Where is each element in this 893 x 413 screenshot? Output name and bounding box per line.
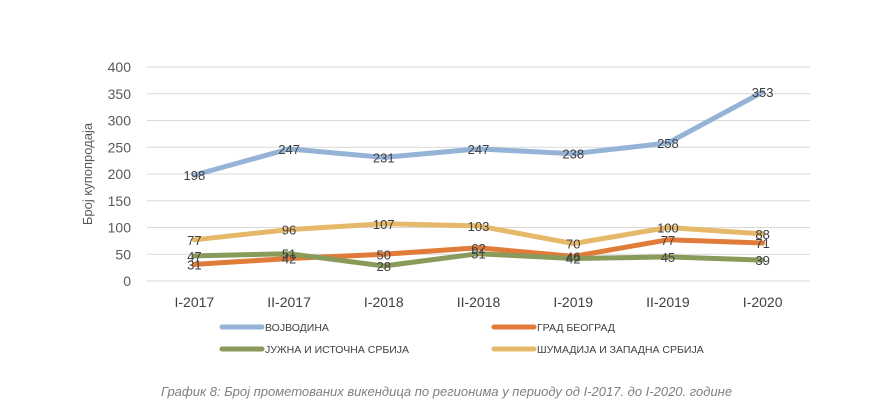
x-tick-label: II-2019 — [646, 294, 690, 310]
figure-caption: График 8: Број прометованих викендица по… — [160, 384, 733, 399]
data-label: 39 — [755, 253, 769, 268]
y-tick-label: 400 — [108, 59, 132, 75]
series-line — [191, 237, 766, 267]
data-label: 71 — [755, 236, 769, 251]
data-label: 353 — [752, 85, 774, 100]
data-label: 198 — [184, 168, 206, 183]
data-label: 45 — [661, 250, 675, 265]
data-label: 231 — [373, 150, 395, 165]
data-label: 70 — [566, 237, 580, 252]
y-tick-label: 200 — [108, 166, 132, 182]
series-group — [191, 89, 766, 269]
series-line — [191, 251, 766, 269]
data-label: 77 — [661, 233, 675, 248]
data-label: 51 — [282, 247, 296, 262]
data-label: 107 — [373, 217, 395, 232]
x-tick-label: II-2018 — [457, 294, 501, 310]
series-line — [191, 221, 766, 247]
data-label: 28 — [377, 259, 391, 274]
x-tick-label: I-2017 — [175, 294, 215, 310]
y-tick-label: 100 — [108, 220, 132, 236]
data-label: 247 — [278, 142, 300, 157]
data-label: 31 — [187, 257, 201, 272]
x-tick-label: I-2019 — [553, 294, 593, 310]
y-tick-label: 50 — [115, 246, 131, 262]
data-label: 42 — [566, 252, 580, 267]
data-label: 42 — [282, 252, 296, 267]
data-label: 77 — [187, 233, 201, 248]
y-tick-label: 150 — [108, 193, 132, 209]
y-axis-ticks: 0 50 100 150 200 250 300 350 400 — [108, 59, 132, 289]
y-tick-label: 0 — [123, 273, 131, 289]
data-label: 238 — [562, 147, 584, 162]
data-label: 62 — [471, 241, 485, 256]
legend-label: ЈУЖНА И ИСТОЧНА СРБИЈА — [265, 344, 409, 356]
series-line — [191, 89, 766, 178]
x-tick-label: I-2020 — [743, 294, 783, 310]
data-label: 96 — [282, 223, 296, 238]
data-label: 47 — [187, 249, 201, 264]
data-label: 100 — [657, 221, 679, 236]
data-label: 247 — [468, 142, 490, 157]
y-tick-label: 350 — [108, 86, 132, 102]
data-label: 88 — [755, 227, 769, 242]
legend-label: ГРАД БЕОГРАД — [537, 322, 615, 334]
data-label: 46 — [566, 249, 580, 264]
data-label: 103 — [468, 219, 490, 234]
legend-label: ШУМАДИЈА И ЗАПАДНА СРБИЈА — [537, 344, 704, 356]
data-label: 50 — [377, 247, 391, 262]
data-label: 258 — [657, 136, 679, 151]
legend-label: ВОЈВОДИНА — [265, 322, 329, 334]
x-tick-label: I-2018 — [364, 294, 404, 310]
data-label: 51 — [471, 247, 485, 262]
x-tick-label: II-2017 — [267, 294, 311, 310]
y-tick-label: 300 — [108, 113, 132, 129]
data-labels: 198 247 231 247 238 258 353 31 42 50 62 46 77 71 47 51 2… — [184, 85, 774, 274]
x-axis-ticks: I-2017 II-2017 I-2018 II-2018 I-2019 II-2019 I… — [175, 294, 783, 310]
y-tick-label: 250 — [108, 139, 132, 155]
y-axis-label: Број купопродаја — [80, 122, 95, 225]
legend: ВОЈВОДИНА ГРАД БЕОГРАД ЈУЖНА И ИСТОЧНА СРБ… — [219, 322, 704, 356]
